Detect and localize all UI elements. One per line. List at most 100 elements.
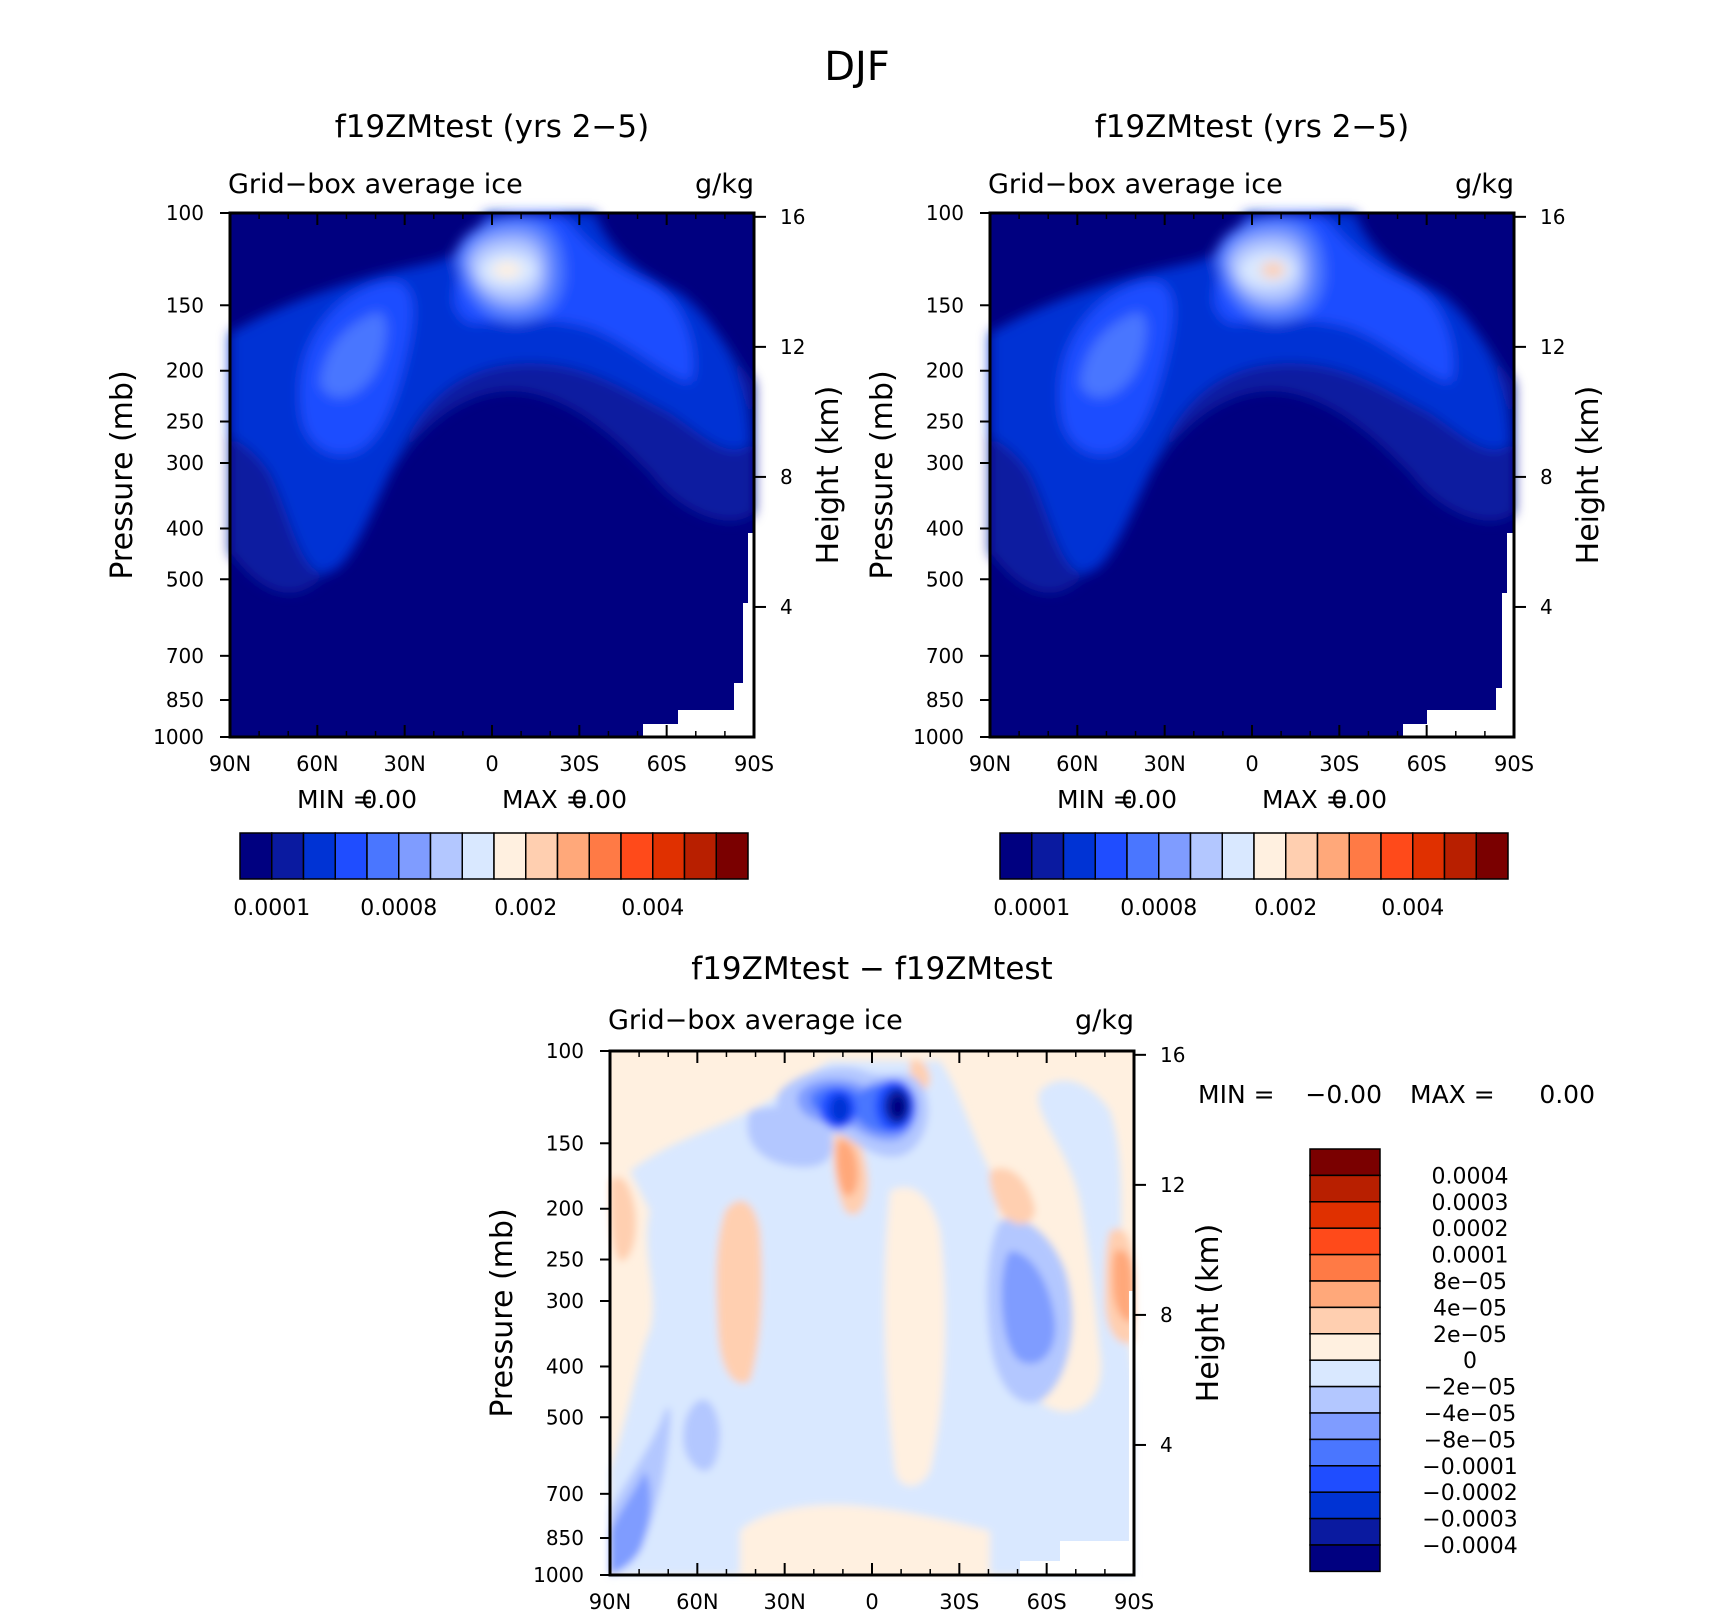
y-axis-label: Pressure (mb) bbox=[485, 1208, 520, 1417]
positive-region-b bbox=[884, 1187, 946, 1486]
colorbar-swatch bbox=[271, 832, 305, 880]
colorbar-swatch bbox=[588, 832, 622, 880]
colorbar-swatch bbox=[1031, 832, 1065, 880]
colorbar-swatch bbox=[1062, 832, 1096, 880]
y2-tick-label: 4 bbox=[1540, 595, 1553, 619]
missing-data-region bbox=[1020, 1291, 1134, 1575]
y-axis-height: 16 12 8 4 bbox=[1514, 205, 1565, 619]
y2-tick-label: 8 bbox=[1160, 1303, 1173, 1327]
y-tick-label: 700 bbox=[546, 1482, 584, 1506]
colorbar-swatch bbox=[429, 832, 463, 880]
colorbar-label: 0.0001 bbox=[1432, 1244, 1509, 1269]
x-tick-label: 0 bbox=[485, 752, 498, 776]
x-tick-label: 90S bbox=[734, 752, 774, 776]
max-label: MAX = bbox=[1262, 785, 1347, 814]
contour-field bbox=[990, 213, 1514, 737]
colorbar-label: −4e−05 bbox=[1424, 1402, 1516, 1427]
y-tick-label: 850 bbox=[926, 688, 964, 712]
y-tick-label: 400 bbox=[546, 1354, 584, 1378]
colorbar-swatch bbox=[1309, 1465, 1381, 1493]
min-value: 0.00 bbox=[361, 785, 417, 814]
colorbar-label: 0 bbox=[1463, 1349, 1477, 1374]
colorbar-swatch bbox=[1309, 1227, 1381, 1256]
colorbar-swatch bbox=[1221, 832, 1255, 880]
y-tick-label: 250 bbox=[166, 410, 204, 434]
negative-region-h bbox=[610, 1471, 651, 1575]
negative-region-g bbox=[1001, 1251, 1056, 1364]
y-axis-pressure: 100 150 200 250 300 400 500 700 850 1000 bbox=[533, 1039, 610, 1587]
colorbar-label: −2e−05 bbox=[1424, 1376, 1516, 1401]
colorbar-swatch bbox=[1309, 1544, 1381, 1573]
y-axis-height: 16 12 8 4 bbox=[754, 205, 805, 619]
y-tick-label: 850 bbox=[166, 688, 204, 712]
colorbar-swatch bbox=[1189, 832, 1223, 880]
colorbar-swatch bbox=[1309, 1174, 1381, 1203]
contour-level-8 bbox=[1261, 262, 1285, 278]
panel-title: f19ZMtest − f19ZMtest bbox=[691, 951, 1052, 987]
colorbar-swatch bbox=[1380, 832, 1414, 880]
colorbar-label: 2e−05 bbox=[1433, 1323, 1507, 1348]
max-value: 0.00 bbox=[571, 785, 627, 814]
y-tick-label: 500 bbox=[926, 567, 964, 591]
max-label: MAX = bbox=[502, 785, 587, 814]
colorbar-swatch bbox=[1475, 832, 1509, 880]
y-tick-label: 150 bbox=[166, 293, 204, 317]
colorbar-swatch bbox=[652, 832, 686, 880]
colorbar-label: −0.0003 bbox=[1422, 1508, 1517, 1533]
y-tick-label: 1000 bbox=[913, 725, 964, 749]
y-axis-pressure: 100 150 200 250 300 400 500 700 850 1000 bbox=[913, 201, 990, 749]
colorbar-label: 0.0001 bbox=[993, 896, 1070, 921]
colorbar-label: −0.0001 bbox=[1422, 1455, 1517, 1480]
y-tick-label: 250 bbox=[926, 410, 964, 434]
x-tick-label: 90N bbox=[969, 752, 1011, 776]
colorbar-label: 0.0008 bbox=[1120, 896, 1197, 921]
panel-variable-label: Grid−box average ice bbox=[988, 169, 1283, 200]
colorbar-swatch bbox=[1309, 1148, 1381, 1177]
x-tick-label: 0 bbox=[865, 1590, 878, 1614]
x-tick-label: 30S bbox=[559, 752, 599, 776]
x-tick-label: 90N bbox=[209, 752, 251, 776]
colorbar-swatch bbox=[1126, 832, 1160, 880]
x-tick-label: 60S bbox=[1407, 752, 1447, 776]
colorbar-swatch bbox=[525, 832, 559, 880]
max-value: 0.00 bbox=[1539, 1080, 1595, 1109]
colorbar-swatch bbox=[366, 832, 400, 880]
y-tick-label: 400 bbox=[926, 516, 964, 540]
colorbar-swatch bbox=[1309, 1412, 1381, 1441]
max-label: MAX = bbox=[1410, 1080, 1495, 1109]
positive-region bbox=[740, 1504, 990, 1575]
x-tick-label: 90S bbox=[1494, 752, 1534, 776]
y2-tick-label: 16 bbox=[1160, 1043, 1185, 1067]
figure-title: DJF bbox=[824, 44, 890, 90]
y2-tick-label: 12 bbox=[780, 335, 805, 359]
colorbar-swatch bbox=[1094, 832, 1128, 880]
colorbar-swatch bbox=[1309, 1201, 1381, 1229]
y2-tick-label: 4 bbox=[1160, 1433, 1173, 1457]
colorbar-label: 0.0008 bbox=[360, 896, 437, 921]
y-tick-label: 500 bbox=[166, 567, 204, 591]
y-tick-label: 300 bbox=[546, 1289, 584, 1313]
min-label: MIN = bbox=[1198, 1080, 1275, 1109]
positive-region-j bbox=[835, 1140, 858, 1196]
colorbar-label: 0.0002 bbox=[1432, 1217, 1509, 1242]
y2-tick-label: 12 bbox=[1160, 1173, 1185, 1197]
negative-region-f bbox=[683, 1399, 720, 1471]
x-axis: 90N 60N 30N 0 30S 60S 90S bbox=[209, 213, 774, 776]
y2-tick-label: 12 bbox=[1540, 335, 1565, 359]
colorbar-label: 0.002 bbox=[494, 896, 557, 921]
y-tick-label: 1000 bbox=[533, 1563, 584, 1587]
y2-tick-label: 16 bbox=[1540, 205, 1565, 229]
y-tick-label: 200 bbox=[926, 359, 964, 383]
colorbar-swatch bbox=[1316, 832, 1350, 880]
min-value: −0.00 bbox=[1305, 1080, 1382, 1109]
colorbar-label: 0.0003 bbox=[1432, 1191, 1509, 1216]
colorbar-label: 0.004 bbox=[621, 896, 684, 921]
x-tick-label: 60N bbox=[1056, 752, 1098, 776]
positive-region-i bbox=[1112, 1250, 1134, 1322]
colorbar-label: −0.0002 bbox=[1422, 1481, 1517, 1506]
panel-left: f19ZMtest (yrs 2−5) Grid−box average ice… bbox=[105, 109, 846, 921]
colorbar-swatch bbox=[493, 832, 527, 880]
colorbar: 0.00040.00030.00020.00018e−054e−052e−050… bbox=[1309, 1148, 1518, 1573]
x-tick-label: 0 bbox=[1245, 752, 1258, 776]
